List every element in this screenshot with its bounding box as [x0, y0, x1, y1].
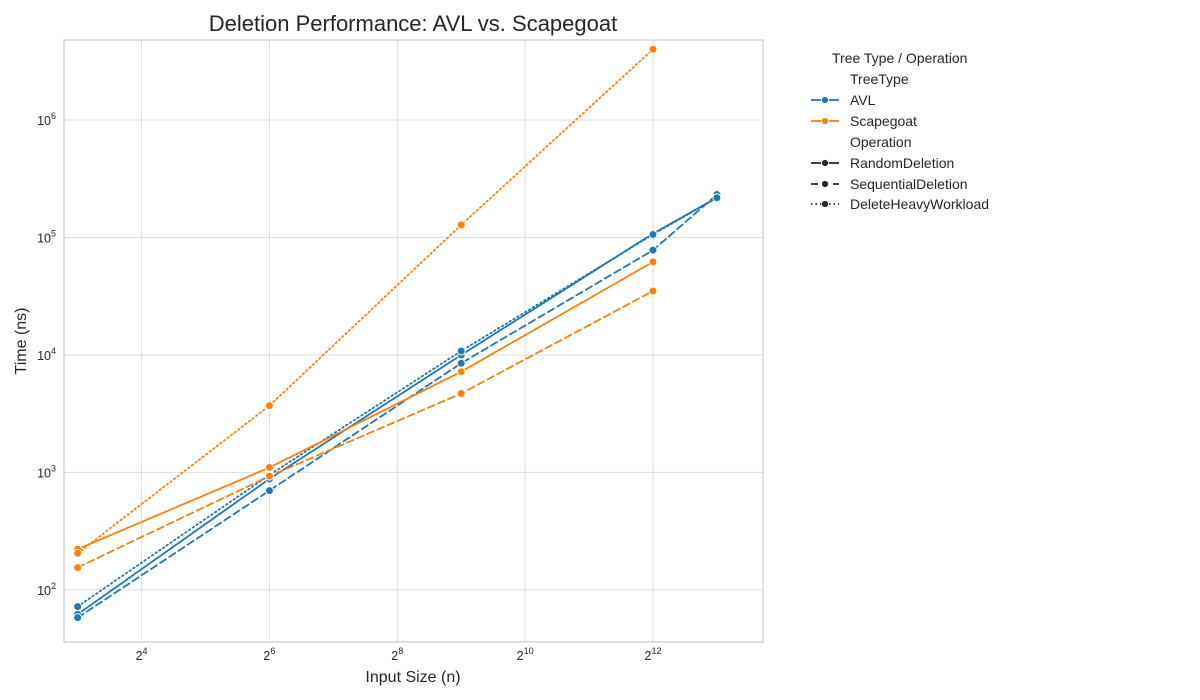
legend-swatch-deleteheavyworkload: [811, 200, 839, 208]
data-point: [712, 193, 722, 203]
legend-label-deleteheavyworkload: DeleteHeavyWorkload: [850, 196, 989, 212]
data-point: [264, 401, 274, 411]
x-axis-ticks: 24 26 28 210 212: [136, 646, 662, 663]
plot-area: [63, 39, 764, 643]
y-tick-label: 103: [37, 463, 56, 480]
grid: [64, 40, 763, 642]
data-point: [73, 602, 83, 612]
x-tick-label: 212: [644, 646, 661, 663]
legend-swatch-randomdeletion: [811, 159, 839, 167]
data-point: [456, 346, 466, 356]
legend-style-title: Operation: [850, 134, 911, 150]
legend-swatch-avl: [811, 96, 839, 104]
legend-label-avl: AVL: [850, 92, 876, 108]
y-tick-label: 102: [37, 581, 56, 598]
x-tick-label: 28: [391, 646, 403, 663]
y-axis-ticks: 102 103 104 105 106: [37, 111, 56, 598]
x-tick-label: 210: [517, 646, 534, 663]
data-point: [456, 388, 466, 398]
series-scapegoat-sequentialdeletion: [73, 286, 658, 573]
data-point: [648, 245, 658, 255]
data-point: [648, 257, 658, 267]
data-point: [456, 220, 466, 230]
x-tick-label: 26: [263, 646, 275, 663]
legend: Tree Type / Operation TreeType Operation…: [811, 50, 989, 212]
legend-label-scapegoat: Scapegoat: [850, 113, 917, 129]
legend-swatch-scapegoat: [811, 117, 839, 125]
data-point: [456, 367, 466, 377]
series-avl-sequentialdeletion-line: [76, 193, 718, 619]
series-scapegoat-sequentialdeletion-line: [76, 290, 654, 569]
y-axis-label: Time (ns): [13, 308, 30, 375]
data-point: [73, 613, 83, 623]
series-layer: [73, 44, 722, 623]
legend-swatch-sequentialdeletion: [811, 180, 839, 188]
data-point: [73, 563, 83, 573]
y-tick-label: 104: [37, 346, 56, 363]
data-point: [264, 486, 274, 496]
chart-title: Deletion Performance: AVL vs. Scapegoat: [209, 11, 617, 36]
data-point: [648, 286, 658, 296]
series-scapegoat-deleteheavyworkload-line: [76, 48, 654, 555]
data-point: [73, 548, 83, 558]
x-tick-label: 24: [136, 646, 148, 663]
legend-label-randomdeletion: RandomDeletion: [850, 155, 954, 171]
y-tick-label: 106: [37, 111, 56, 128]
data-point: [264, 463, 274, 473]
legend-hue-title: TreeType: [850, 71, 909, 87]
series-scapegoat-deleteheavyworkload: [73, 44, 658, 558]
data-point: [648, 230, 658, 240]
legend-title: Tree Type / Operation: [832, 50, 967, 66]
data-point: [648, 44, 658, 54]
legend-label-sequentialdeletion: SequentialDeletion: [850, 176, 968, 192]
data-point: [456, 358, 466, 368]
data-point: [264, 471, 274, 481]
x-axis-label: Input Size (n): [365, 669, 460, 686]
series-scapegoat-randomdeletion-line: [76, 260, 654, 551]
series-scapegoat-randomdeletion: [73, 257, 658, 554]
y-tick-label: 105: [37, 228, 56, 245]
